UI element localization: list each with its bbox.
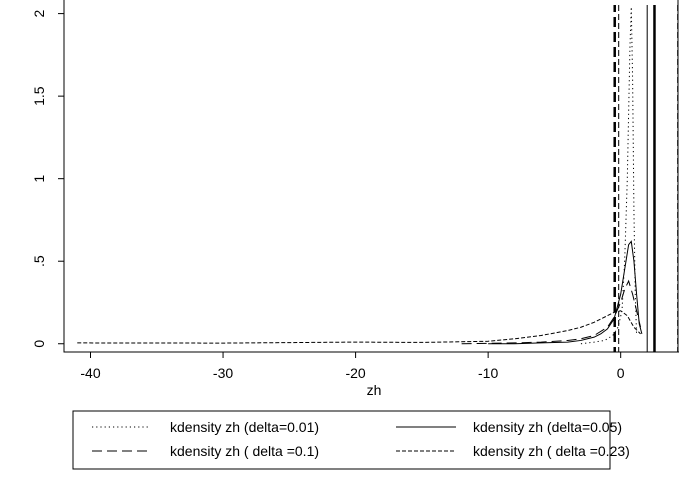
x-tick-label: -10 [478,365,498,381]
legend: kdensity zh (delta=0.01) kdensity zh (del… [72,410,630,470]
legend-label-1: kdensity zh (delta=0.01) [170,419,319,435]
legend-label-3: kdensity zh ( delta =0.1) [170,443,319,459]
legend-label-4: kdensity zh ( delta =0.23) [473,443,630,459]
x-tick-label: -40 [80,365,100,381]
x-tick-label: 0 [617,365,625,381]
legend-label-2: kdensity zh (delta=0.05) [473,419,622,435]
y-tick-label: 0 [31,340,47,348]
plot-region [63,0,679,353]
y-tick-label: 2 [31,10,47,18]
x-axis-title: zh [367,382,382,398]
y-tick-label: .5 [31,255,47,267]
axes: 0 .5 1 1.5 2 -40 -30 -20 -10 0 [31,0,679,381]
series-line-2 [488,240,643,345]
y-tick-label: 1 [31,175,47,183]
plot-frame [63,0,679,353]
x-tick-label: -30 [213,365,233,381]
series-line-4 [77,310,641,344]
y-tick-label: 1.5 [31,86,47,106]
legend-box [72,410,611,470]
x-tick-label: -20 [345,365,365,381]
series-line-3 [461,279,642,345]
series-line-1 [580,6,638,345]
